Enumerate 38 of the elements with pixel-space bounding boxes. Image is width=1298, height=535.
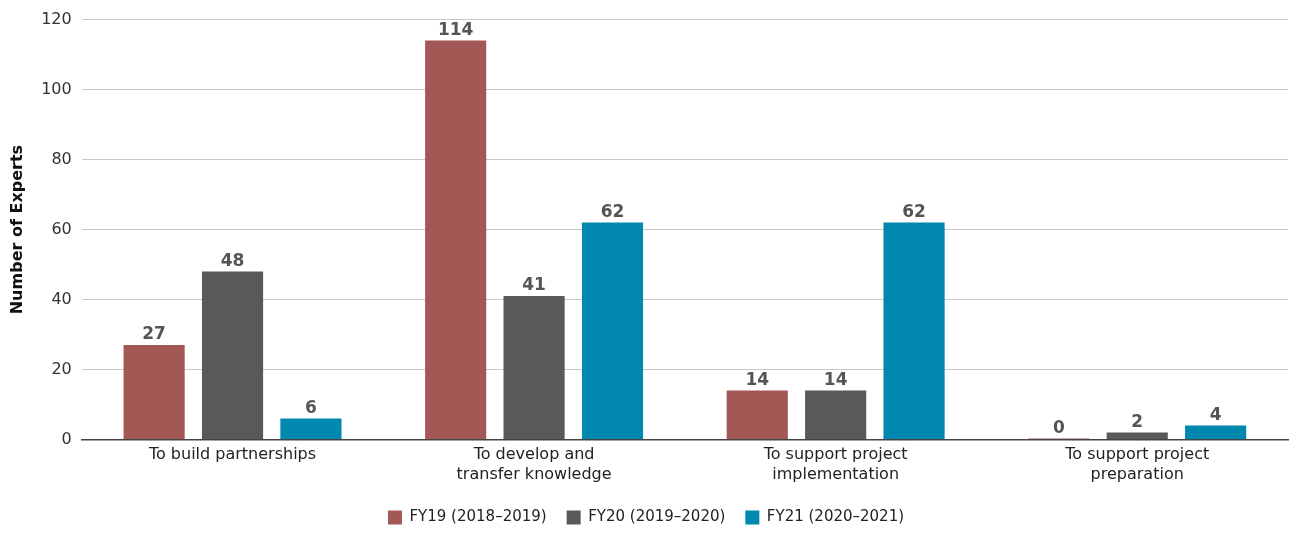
data-label: 14: [745, 368, 770, 389]
bar: [503, 296, 565, 440]
data-label: 0: [1052, 416, 1065, 437]
y-axis-title: Number of Experts: [6, 144, 26, 315]
y-tick-label: 20: [51, 358, 72, 378]
bar: [726, 390, 788, 440]
bar: [201, 271, 264, 440]
data-label: 114: [437, 18, 474, 39]
data-label: 2: [1131, 410, 1144, 431]
data-label: 4: [1209, 403, 1222, 424]
data-label: 27: [142, 323, 166, 344]
y-tick-label: 40: [51, 288, 72, 308]
legend-label: FY20 (2019–2020): [588, 507, 726, 526]
legend-label: FY21 (2020–2021): [766, 507, 905, 526]
bar: [1185, 425, 1247, 440]
bar: [1106, 432, 1168, 440]
bar: [123, 345, 185, 440]
data-label: 14: [823, 368, 848, 389]
y-tick-label: 80: [51, 148, 72, 168]
data-label: 48: [220, 249, 245, 270]
x-tick-label: To support project preparation: [1064, 444, 1210, 483]
x-tick-label: To support project implementation: [762, 444, 908, 483]
bar: [581, 222, 644, 440]
x-tick-label: To build partnerships: [147, 444, 317, 464]
data-label: 6: [305, 396, 317, 417]
data-label: 62: [600, 200, 625, 221]
data-label: 41: [522, 274, 546, 295]
legend-label: FY19 (2018–2019): [409, 507, 547, 526]
y-tick-label: 100: [41, 78, 72, 98]
y-tick-label: 0: [61, 428, 72, 448]
x-tick-label: To develop and transfer knowledge: [456, 444, 612, 483]
bar: [883, 222, 945, 440]
y-tick-label: 60: [51, 218, 72, 238]
bar: [425, 40, 487, 440]
bar: [280, 418, 342, 440]
bar: [805, 390, 867, 440]
y-tick-label: 120: [41, 8, 72, 28]
data-label: 62: [902, 200, 926, 221]
